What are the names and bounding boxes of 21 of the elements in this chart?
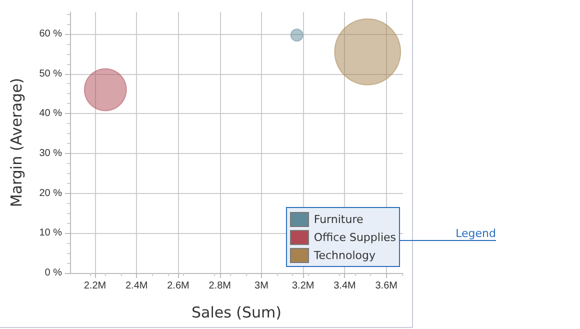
x-axis-title: Sales (Sum) bbox=[191, 304, 282, 322]
y-tick-label: 20 % bbox=[39, 188, 62, 199]
text: Legend bbox=[400, 227, 496, 241]
y-tick-label: 40 % bbox=[39, 108, 62, 120]
x-tick-label: 3.2M bbox=[292, 280, 314, 292]
y-tick-label: 0 % bbox=[44, 268, 62, 278]
legend-label: Office Supplies bbox=[312, 230, 396, 246]
y-tick-label: 60 % bbox=[39, 28, 62, 40]
x-tick-label: 3.4M bbox=[334, 280, 356, 292]
y-tick-label: 50 % bbox=[39, 68, 62, 80]
x-tick-label: 3M bbox=[254, 280, 268, 292]
x-tick-label: 2.2M bbox=[84, 280, 106, 292]
legend-label: Furniture bbox=[312, 212, 364, 228]
y-axis-title: Margin (Average) bbox=[8, 78, 26, 208]
x-tick-label: 2.4M bbox=[125, 280, 148, 292]
y-tick-label: 30 % bbox=[39, 148, 62, 159]
legend-label: Technology bbox=[312, 248, 376, 264]
x-tick-label: 3.6M bbox=[375, 280, 398, 292]
x-tick-label: 2.8M bbox=[208, 280, 231, 292]
y-tick-label: 10 % bbox=[39, 228, 62, 239]
x-tick-label: 2.6M bbox=[167, 280, 190, 292]
